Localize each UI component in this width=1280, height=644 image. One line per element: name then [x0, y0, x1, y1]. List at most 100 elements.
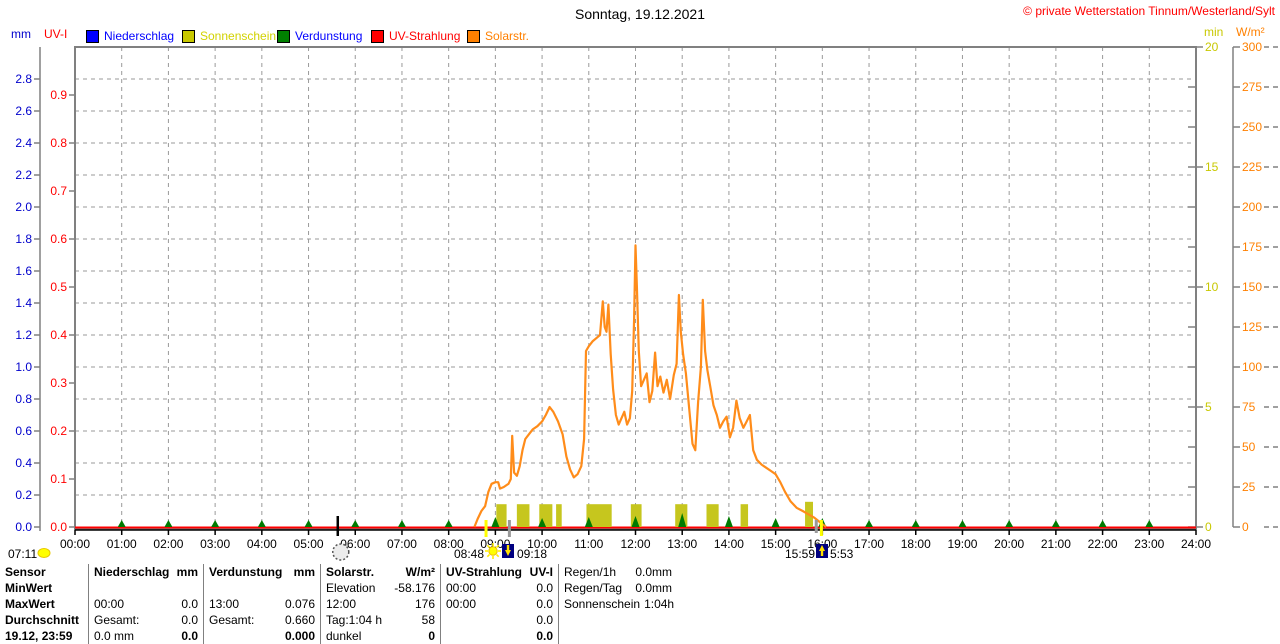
svg-text:18:00: 18:00: [901, 537, 931, 551]
svg-text:250: 250: [1242, 120, 1262, 134]
cell-label: dunkel: [326, 629, 362, 643]
legend-swatch: [86, 29, 99, 43]
svg-text:1.8: 1.8: [15, 232, 32, 246]
svg-text:1.6: 1.6: [15, 264, 32, 278]
legend-swatch: [277, 29, 290, 43]
cell-value: 1:04h: [644, 597, 675, 611]
svg-text:0.7: 0.7: [50, 184, 67, 198]
svg-text:24:00: 24:00: [1181, 537, 1211, 551]
svg-text:225: 225: [1242, 160, 1262, 174]
row-header: MinWert: [5, 581, 53, 595]
svg-text:07:00: 07:00: [387, 537, 417, 551]
copyright-text: © private Wetterstation Tinnum/Westerlan…: [1023, 4, 1275, 18]
svg-text:19:00: 19:00: [947, 537, 977, 551]
svg-text:200: 200: [1242, 200, 1262, 214]
svg-text:0.8: 0.8: [50, 136, 67, 150]
legend-item-sonnenschein: Sonnenschein: [182, 29, 276, 43]
svg-text:0: 0: [1205, 520, 1212, 534]
svg-text:175: 175: [1242, 240, 1262, 254]
svg-text:20: 20: [1205, 40, 1219, 54]
svg-text:21:00: 21:00: [1041, 537, 1071, 551]
svg-text:125: 125: [1242, 320, 1262, 334]
cell-value: mm: [293, 565, 315, 579]
svg-text:0: 0: [1242, 520, 1249, 534]
svg-text:2.6: 2.6: [15, 104, 32, 118]
row-header: Durchschnitt: [5, 613, 80, 627]
svg-text:01:00: 01:00: [107, 537, 137, 551]
svg-text:50: 50: [1242, 440, 1256, 454]
sun-moon-markers: [332, 516, 823, 561]
cell-value: 0.0: [536, 613, 553, 627]
svg-text:0.9: 0.9: [50, 88, 67, 102]
cell-value: 0.000: [284, 629, 315, 643]
svg-text:0.0: 0.0: [15, 520, 32, 534]
svg-text:275: 275: [1242, 80, 1262, 94]
svg-text:2.8: 2.8: [15, 72, 32, 86]
svg-text:10:00: 10:00: [527, 537, 557, 551]
cell-value: mm: [176, 565, 198, 579]
axis-time: 00:00 01:00 02:00 03:00 04:00 05:00 06:00 07:00…: [60, 529, 1211, 551]
row-header: Sensor: [5, 565, 46, 579]
svg-text:25: 25: [1242, 480, 1256, 494]
legend-item-verdunstung: Verdunstung: [277, 29, 362, 43]
chart-canvas: 0.0 0.2 0.4 0.6 0.8 1.0 1.2 1.4 1.6 1.8 2.0 2.2 2.4 2…: [8, 40, 1279, 561]
sunset-label: 15:59: [785, 547, 815, 561]
legend-label: Sonnenschein: [200, 29, 277, 43]
cell-label: Niederschlag: [94, 565, 170, 579]
cell-value: UV-I: [529, 565, 553, 579]
svg-text:02:00: 02:00: [153, 537, 183, 551]
left-axis-unit-mm: mm: [11, 27, 31, 41]
right-axis-unit-min: min: [1204, 25, 1224, 39]
cell-value: 0.0: [536, 597, 553, 611]
svg-text:11:00: 11:00: [574, 537, 603, 551]
svg-text:14:00: 14:00: [714, 537, 744, 551]
svg-text:23:00: 23:00: [1134, 537, 1164, 551]
stats-col-uv-strahlung: UV-Strahlung UV-I 00:00 0.0 00:00 0.0 0.0 0.0: [440, 564, 558, 644]
sunrise-label: 08:48: [454, 547, 484, 561]
cell-value: 0: [428, 629, 435, 643]
svg-text:2.4: 2.4: [15, 136, 32, 150]
cell-value: 0.660: [284, 613, 315, 627]
svg-text:0.6: 0.6: [50, 232, 67, 246]
legend-label: UV-Strahlung: [389, 29, 461, 43]
svg-text:00:00: 00:00: [60, 537, 90, 551]
footer-annotations: 07:11 08:48 09:18 15:59 5:53: [8, 543, 854, 561]
svg-text:15:00: 15:00: [761, 537, 791, 551]
cell-value: 58: [421, 613, 435, 627]
row-header: MaxWert: [5, 597, 55, 611]
svg-text:15: 15: [1205, 160, 1219, 174]
svg-text:0.1: 0.1: [50, 472, 67, 486]
cell-label: 00:00: [446, 581, 477, 595]
legend-swatch: [182, 29, 195, 43]
sunrise-sun-icon: [485, 543, 501, 559]
cell-label: Gesamt:: [209, 613, 255, 627]
cell-label: 12:00: [326, 597, 357, 611]
sunrise-plus-label: 09:18: [517, 547, 547, 561]
axis-min: 0 5 10 15 20: [1196, 40, 1219, 534]
cell-value: 0.0: [536, 581, 553, 595]
moon-icon: [332, 543, 350, 561]
cell-label: 13:00: [209, 597, 240, 611]
svg-text:150: 150: [1242, 280, 1262, 294]
cell-value: 0.0mm: [635, 565, 672, 579]
cell-label: Regen/1h: [564, 565, 617, 579]
small-sun-icon: [37, 548, 51, 558]
svg-text:10: 10: [1205, 280, 1219, 294]
cell-value: 0.0: [181, 613, 198, 627]
svg-text:1.0: 1.0: [15, 360, 32, 374]
chart-legend: Niederschlag Sonnenschein Verdunstung UV-St…: [0, 29, 1280, 45]
legend-swatch: [467, 29, 480, 43]
svg-text:2.0: 2.0: [15, 200, 32, 214]
legend-item-uv-strahlung: UV-Strahlung: [371, 29, 460, 43]
legend-label: Solarstr.: [485, 29, 530, 43]
cell-value: 0.0: [181, 597, 198, 611]
axis-uvi: 0.0 0.1 0.2 0.3 0.4 0.5 0.6 0.7 0.8 0.9: [50, 88, 75, 534]
cell-label: Verdunstung: [209, 565, 283, 579]
series-solarstr-: [473, 244, 827, 528]
legend-item-solarstr-: Solarstr.: [467, 29, 529, 43]
svg-text:0.0: 0.0: [50, 520, 67, 534]
svg-text:0.2: 0.2: [50, 424, 67, 438]
cell-value: W/m²: [405, 565, 435, 579]
svg-text:17:00: 17:00: [854, 537, 884, 551]
cell-label: Regen/Tag: [564, 581, 623, 595]
